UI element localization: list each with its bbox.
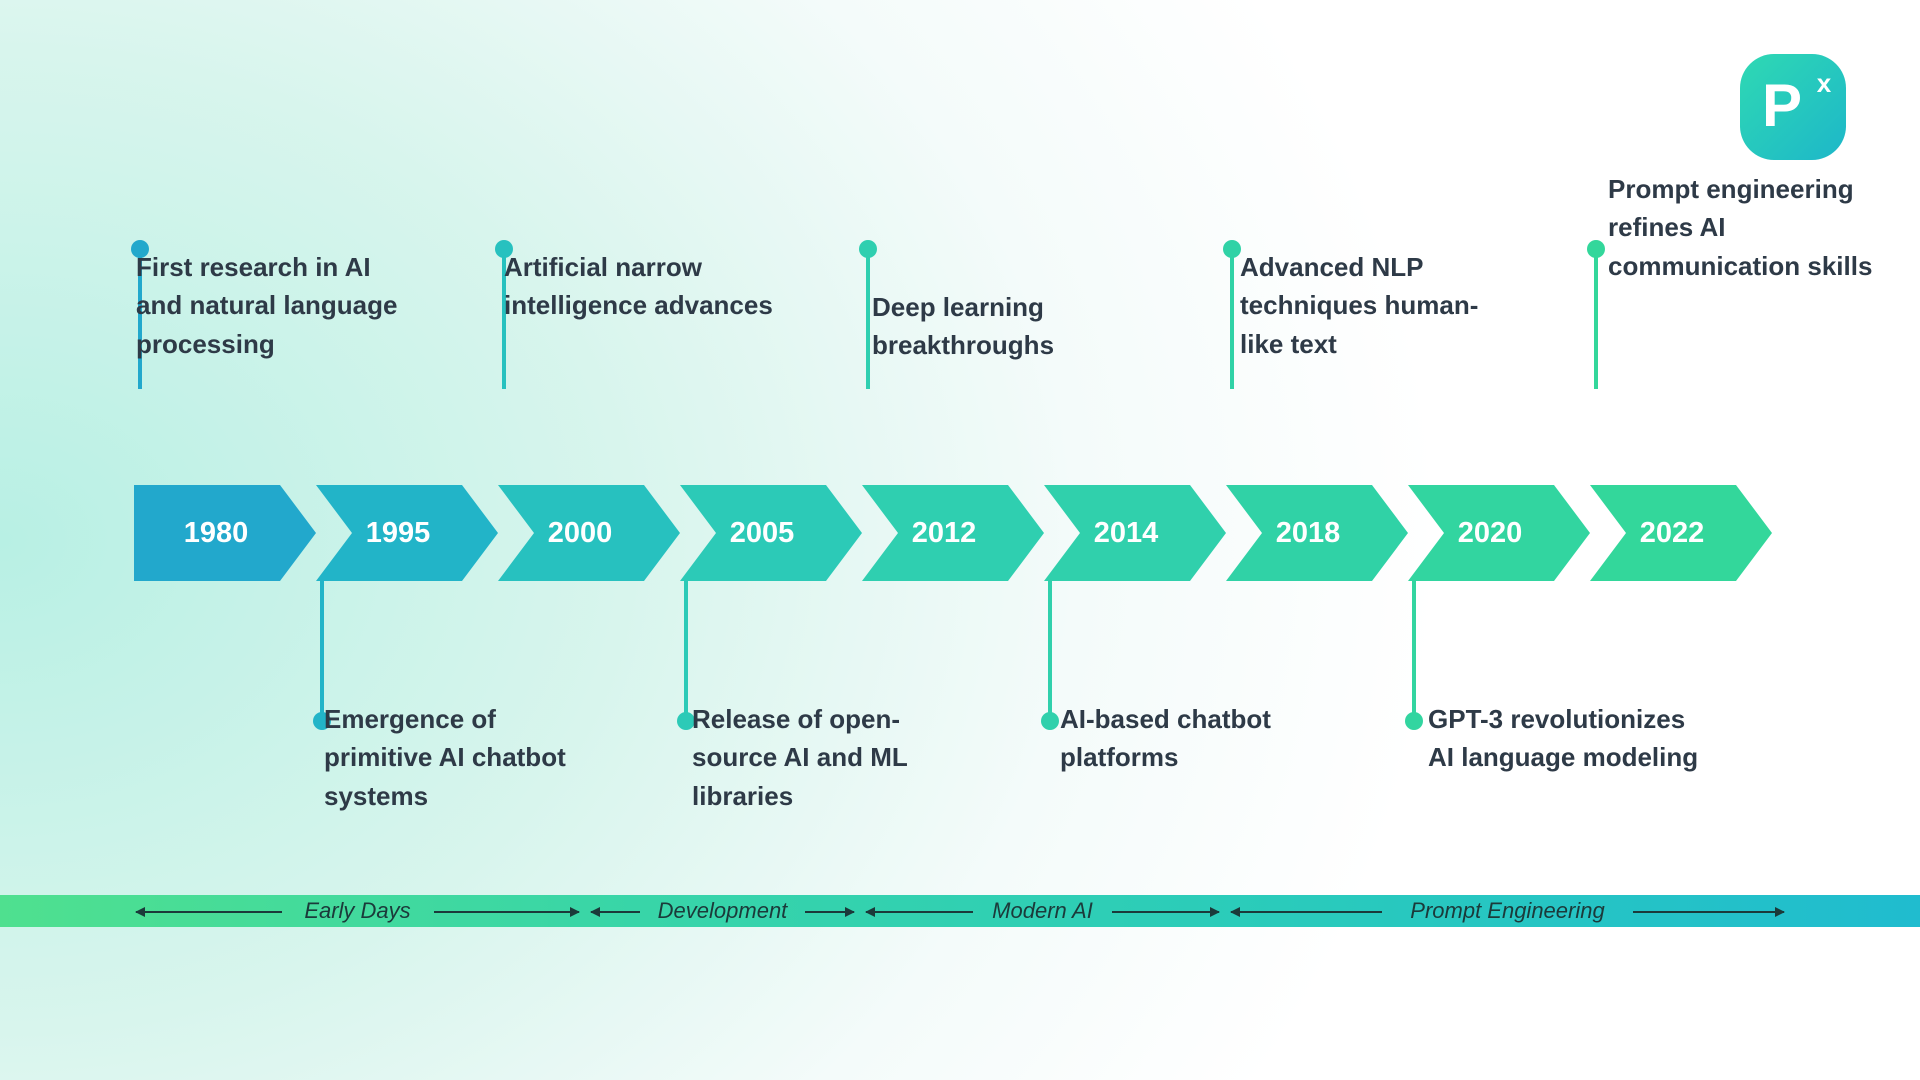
timeline-arrow: 2018 — [1226, 485, 1408, 581]
era-segment: Development — [585, 895, 860, 927]
milestone-text: First research in AI and natural languag… — [136, 248, 416, 363]
milestone-text: Prompt engineering refines AI communicat… — [1608, 170, 1888, 285]
svg-text:P: P — [1762, 72, 1802, 139]
era-segment: Prompt Engineering — [1225, 895, 1790, 927]
era-label: Modern AI — [978, 898, 1107, 924]
year-label: 2012 — [862, 485, 1044, 581]
connector — [684, 581, 688, 721]
year-label: 2020 — [1408, 485, 1590, 581]
milestone-text: Deep learning breakthroughs — [872, 288, 1152, 365]
connector — [1412, 581, 1416, 721]
timeline-arrow: 1995 — [316, 485, 498, 581]
era-bar: Early Days Development Modern AI Prompt Eng… — [0, 895, 1920, 927]
era-label: Early Days — [290, 898, 424, 924]
connector — [1594, 249, 1598, 389]
era-label: Development — [644, 898, 802, 924]
milestone-text: Emergence of primitive AI chatbot system… — [324, 700, 604, 815]
year-label: 1980 — [134, 485, 316, 581]
timeline-arrow: 2022 — [1590, 485, 1772, 581]
milestone-text: Advanced NLP techniques human-like text — [1240, 248, 1520, 363]
year-label: 2005 — [680, 485, 862, 581]
milestone-text: Release of open-source AI and ML librari… — [692, 700, 972, 815]
svg-text:x: x — [1817, 68, 1832, 98]
timeline-arrow: 2005 — [680, 485, 862, 581]
year-label: 2022 — [1590, 485, 1772, 581]
timeline-arrow: 2012 — [862, 485, 1044, 581]
year-label: 2018 — [1226, 485, 1408, 581]
connector — [1048, 581, 1052, 721]
connector — [1230, 249, 1234, 389]
brand-logo: P x — [1738, 52, 1848, 162]
timeline-arrow: 2000 — [498, 485, 680, 581]
year-label: 2000 — [498, 485, 680, 581]
timeline-arrow: 2014 — [1044, 485, 1226, 581]
milestone-text: AI-based chatbot platforms — [1060, 700, 1340, 777]
milestone-text: GPT-3 revolutionizes AI language modelin… — [1428, 700, 1708, 777]
year-label: 1995 — [316, 485, 498, 581]
year-label: 2014 — [1044, 485, 1226, 581]
era-segment: Modern AI — [860, 895, 1225, 927]
era-segment: Early Days — [130, 895, 585, 927]
timeline-arrow: 1980 — [134, 485, 316, 581]
timeline-arrow: 2020 — [1408, 485, 1590, 581]
milestone-text: Artificial narrow intelligence advances — [504, 248, 784, 325]
connector — [866, 249, 870, 389]
era-label: Prompt Engineering — [1396, 898, 1618, 924]
